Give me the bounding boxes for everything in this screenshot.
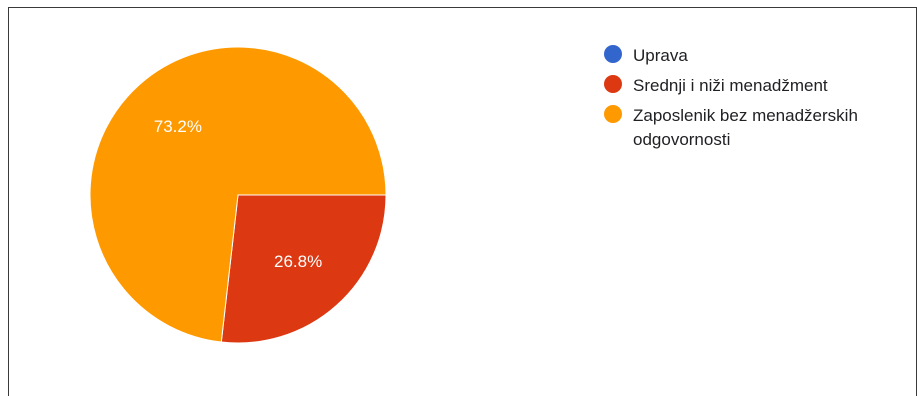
data-label-zaposlenik: 73.2%: [154, 117, 202, 136]
legend-label-srednji-menadzment: Srednji i niži menadžment: [633, 76, 828, 95]
legend-label-zaposlenik: Zaposlenik bez menadžerskih odgovornosti: [633, 106, 858, 149]
legend-marker-uprava: [604, 45, 622, 63]
pie-slice-zaposlenik[interactable]: [89, 46, 387, 343]
legend-marker-srednji-menadzment: [604, 75, 622, 93]
legend-marker-zaposlenik: [604, 105, 622, 123]
legend-item-srednji-menadzment[interactable]: Srednji i niži menadžment: [604, 74, 904, 98]
legend: Uprava Srednji i niži menadžment Zaposle…: [604, 44, 904, 158]
legend-item-uprava[interactable]: Uprava: [604, 44, 904, 68]
legend-label-uprava: Uprava: [633, 46, 688, 65]
data-label-srednji-menadzment: 26.8%: [274, 252, 322, 271]
legend-item-zaposlenik[interactable]: Zaposlenik bez menadžerskih odgovornosti: [604, 104, 904, 152]
pie-slice-srednji-menadzment[interactable]: [220, 194, 387, 344]
